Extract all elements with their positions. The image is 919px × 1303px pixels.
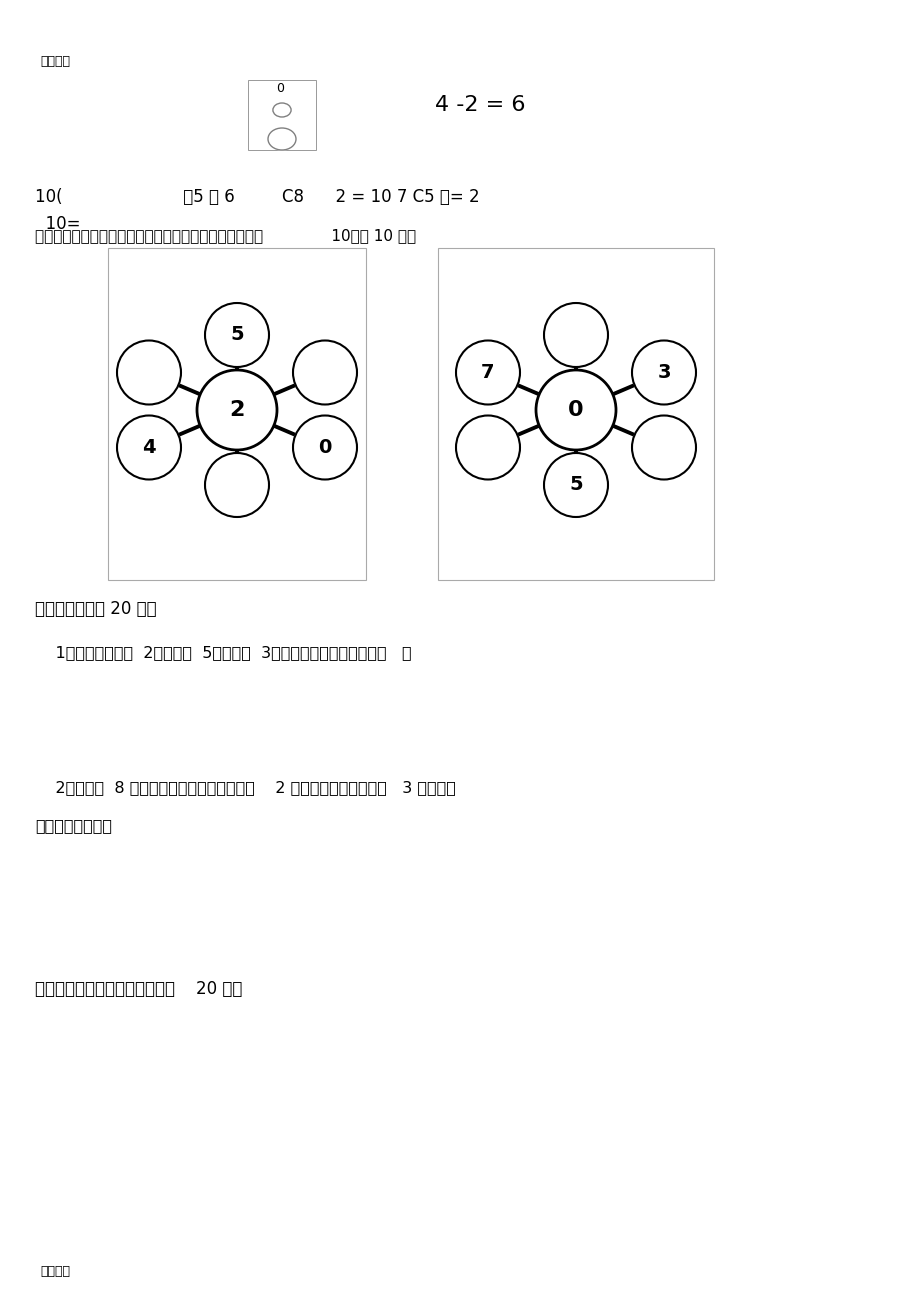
Circle shape — [543, 453, 607, 517]
Text: 1、草地上有公鸡  2只，母鸡  5只，小鸡  3只，草地上一共有鸡多少只   ？: 1、草地上有公鸡 2只，母鸡 5只，小鸡 3只，草地上一共有鸡多少只 ？ — [35, 645, 411, 661]
Text: 0: 0 — [318, 438, 332, 457]
Circle shape — [536, 370, 616, 450]
Circle shape — [292, 416, 357, 480]
Text: 4: 4 — [142, 438, 155, 457]
Circle shape — [543, 304, 607, 367]
Text: 还有多少朵红花？: 还有多少朵红花？ — [35, 818, 112, 833]
Text: 5: 5 — [569, 476, 582, 495]
Text: 10(                       「5 仁 6         C8      2 = 10 7 C5 ）= 2: 10( 「5 仁 6 C8 2 = 10 7 C5 ）= 2 — [35, 188, 479, 206]
Circle shape — [456, 416, 519, 480]
Text: 7: 7 — [481, 364, 494, 382]
Text: 六、解决问题（ 20 分）: 六、解决问题（ 20 分） — [35, 599, 156, 618]
Circle shape — [205, 453, 268, 517]
Text: 0: 0 — [276, 82, 284, 95]
Circle shape — [631, 416, 696, 480]
Text: 五、在圆圈内填上数字，使每条直线的三个数加起来都是              10。（ 10 分）: 五、在圆圈内填上数字，使每条直线的三个数加起来都是 10。（ 10 分） — [35, 228, 415, 242]
Text: 3: 3 — [656, 364, 670, 382]
Ellipse shape — [273, 103, 290, 117]
Text: 2: 2 — [229, 400, 244, 420]
FancyBboxPatch shape — [248, 79, 315, 150]
Ellipse shape — [267, 128, 296, 150]
Text: 4 -2 = 6: 4 -2 = 6 — [435, 95, 525, 115]
Text: 精品文档: 精品文档 — [40, 1265, 70, 1278]
Text: 2、小明有  8 朵红花，今天早上老师奖给他    2 朵，下午他又送给弟弟   3 朵，小明: 2、小明有 8 朵红花，今天早上老师奖给他 2 朵，下午他又送给弟弟 3 朵，小… — [35, 780, 456, 795]
Circle shape — [197, 370, 277, 450]
Circle shape — [205, 304, 268, 367]
Text: 10=: 10= — [35, 215, 81, 233]
Circle shape — [292, 340, 357, 404]
Text: 七、列竖式，并计算出得数。（    20 分）: 七、列竖式，并计算出得数。（ 20 分） — [35, 980, 242, 998]
Circle shape — [631, 340, 696, 404]
Circle shape — [456, 340, 519, 404]
Circle shape — [117, 416, 181, 480]
FancyBboxPatch shape — [108, 248, 366, 580]
Text: 学习资料: 学习资料 — [40, 55, 70, 68]
Text: 0: 0 — [568, 400, 584, 420]
Circle shape — [117, 340, 181, 404]
Text: 5: 5 — [230, 326, 244, 344]
FancyBboxPatch shape — [437, 248, 713, 580]
